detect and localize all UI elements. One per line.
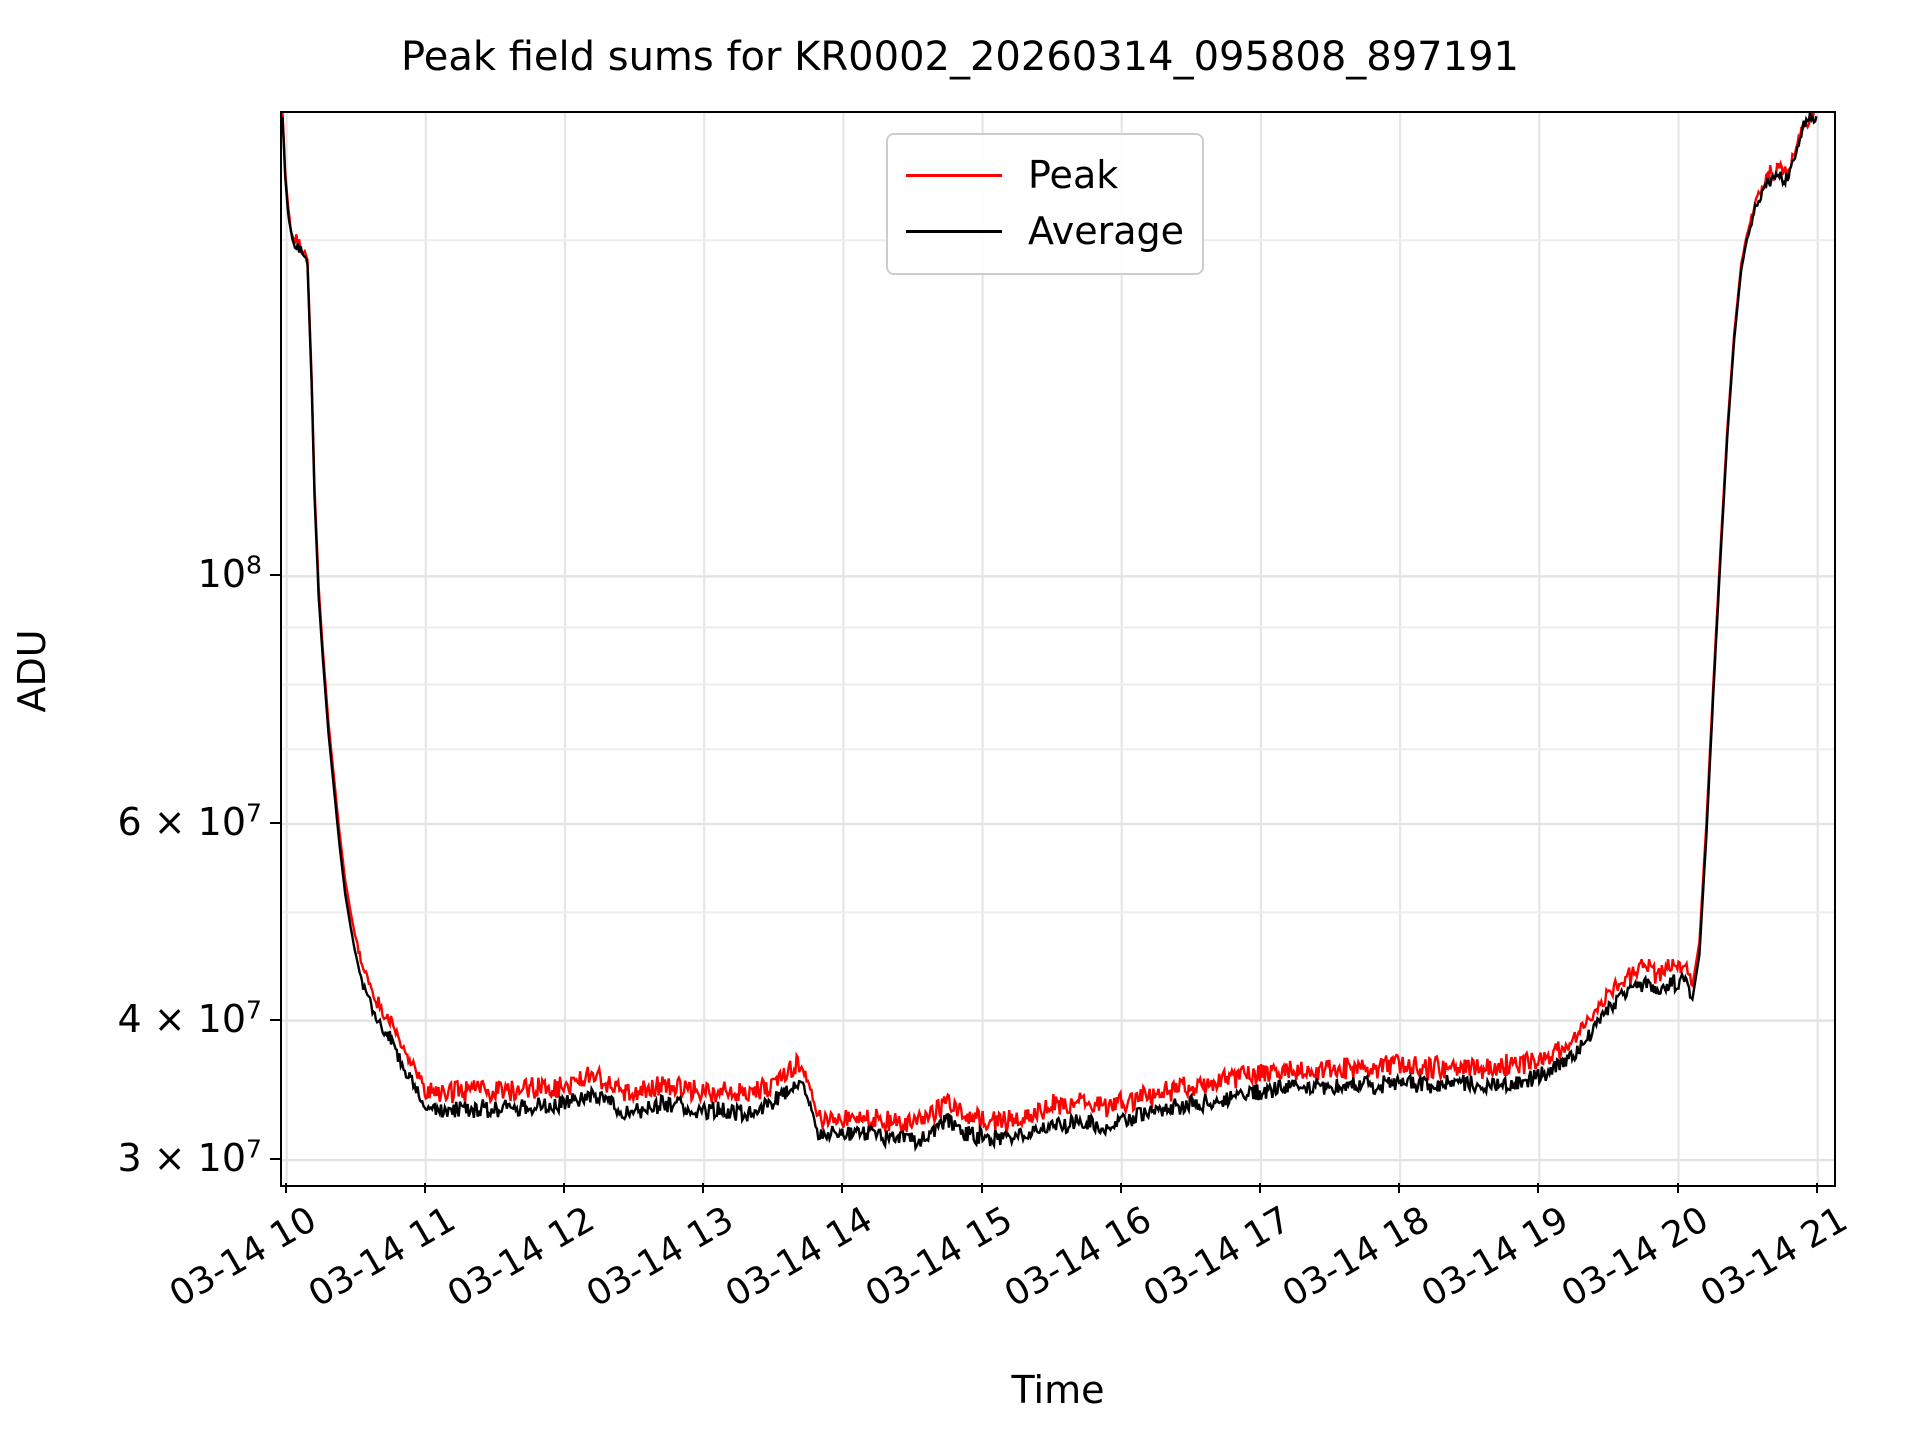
x-tick-mark: [1258, 1183, 1261, 1193]
y-tick-label: 4 × 107: [117, 994, 263, 1041]
y-tick-mark: [270, 574, 280, 577]
series-line-peak: [282, 113, 1815, 1134]
y-tick-mark: [270, 822, 280, 825]
x-tick-mark: [980, 1183, 983, 1193]
y-tick-label: 3 × 107: [117, 1134, 263, 1181]
x-tick-mark: [1815, 1183, 1818, 1193]
chart-legend: Peak Average: [886, 133, 1205, 275]
x-tick-mark: [1537, 1183, 1540, 1193]
y-tick-mark: [270, 1158, 280, 1161]
legend-line-swatch: [906, 173, 1002, 177]
series-lines: [282, 113, 1818, 1153]
y-tick-mark: [270, 1018, 280, 1021]
gridlines: [282, 113, 1834, 1185]
y-axis-label: ADU: [10, 629, 54, 713]
plot-area: [280, 111, 1836, 1187]
plot-svg: [282, 113, 1834, 1185]
y-tick-label: 108: [197, 550, 262, 597]
legend-entry: Average: [906, 203, 1184, 259]
x-tick-mark: [1119, 1183, 1122, 1193]
legend-line-swatch: [906, 229, 1002, 233]
x-tick-mark: [563, 1183, 565, 1193]
y-tick-label: 6 × 107: [117, 798, 263, 845]
x-axis-label: Time: [1011, 1368, 1105, 1412]
legend-entry: Peak: [906, 147, 1184, 203]
x-tick-mark: [284, 1183, 287, 1193]
x-tick-mark: [423, 1183, 426, 1193]
x-tick-mark: [702, 1183, 705, 1193]
legend-label: Average: [1028, 209, 1185, 253]
x-tick-mark: [1676, 1183, 1679, 1193]
series-line-average: [282, 113, 1818, 1153]
chart-title: Peak field sums for KR0002_20260314_0958…: [401, 34, 1519, 80]
y-axis-tick-labels: 108 6 × 107 4 × 107 3 × 107: [0, 0, 263, 1440]
x-tick-mark: [1398, 1183, 1401, 1193]
legend-label: Peak: [1028, 153, 1119, 197]
x-tick-mark: [841, 1183, 844, 1193]
